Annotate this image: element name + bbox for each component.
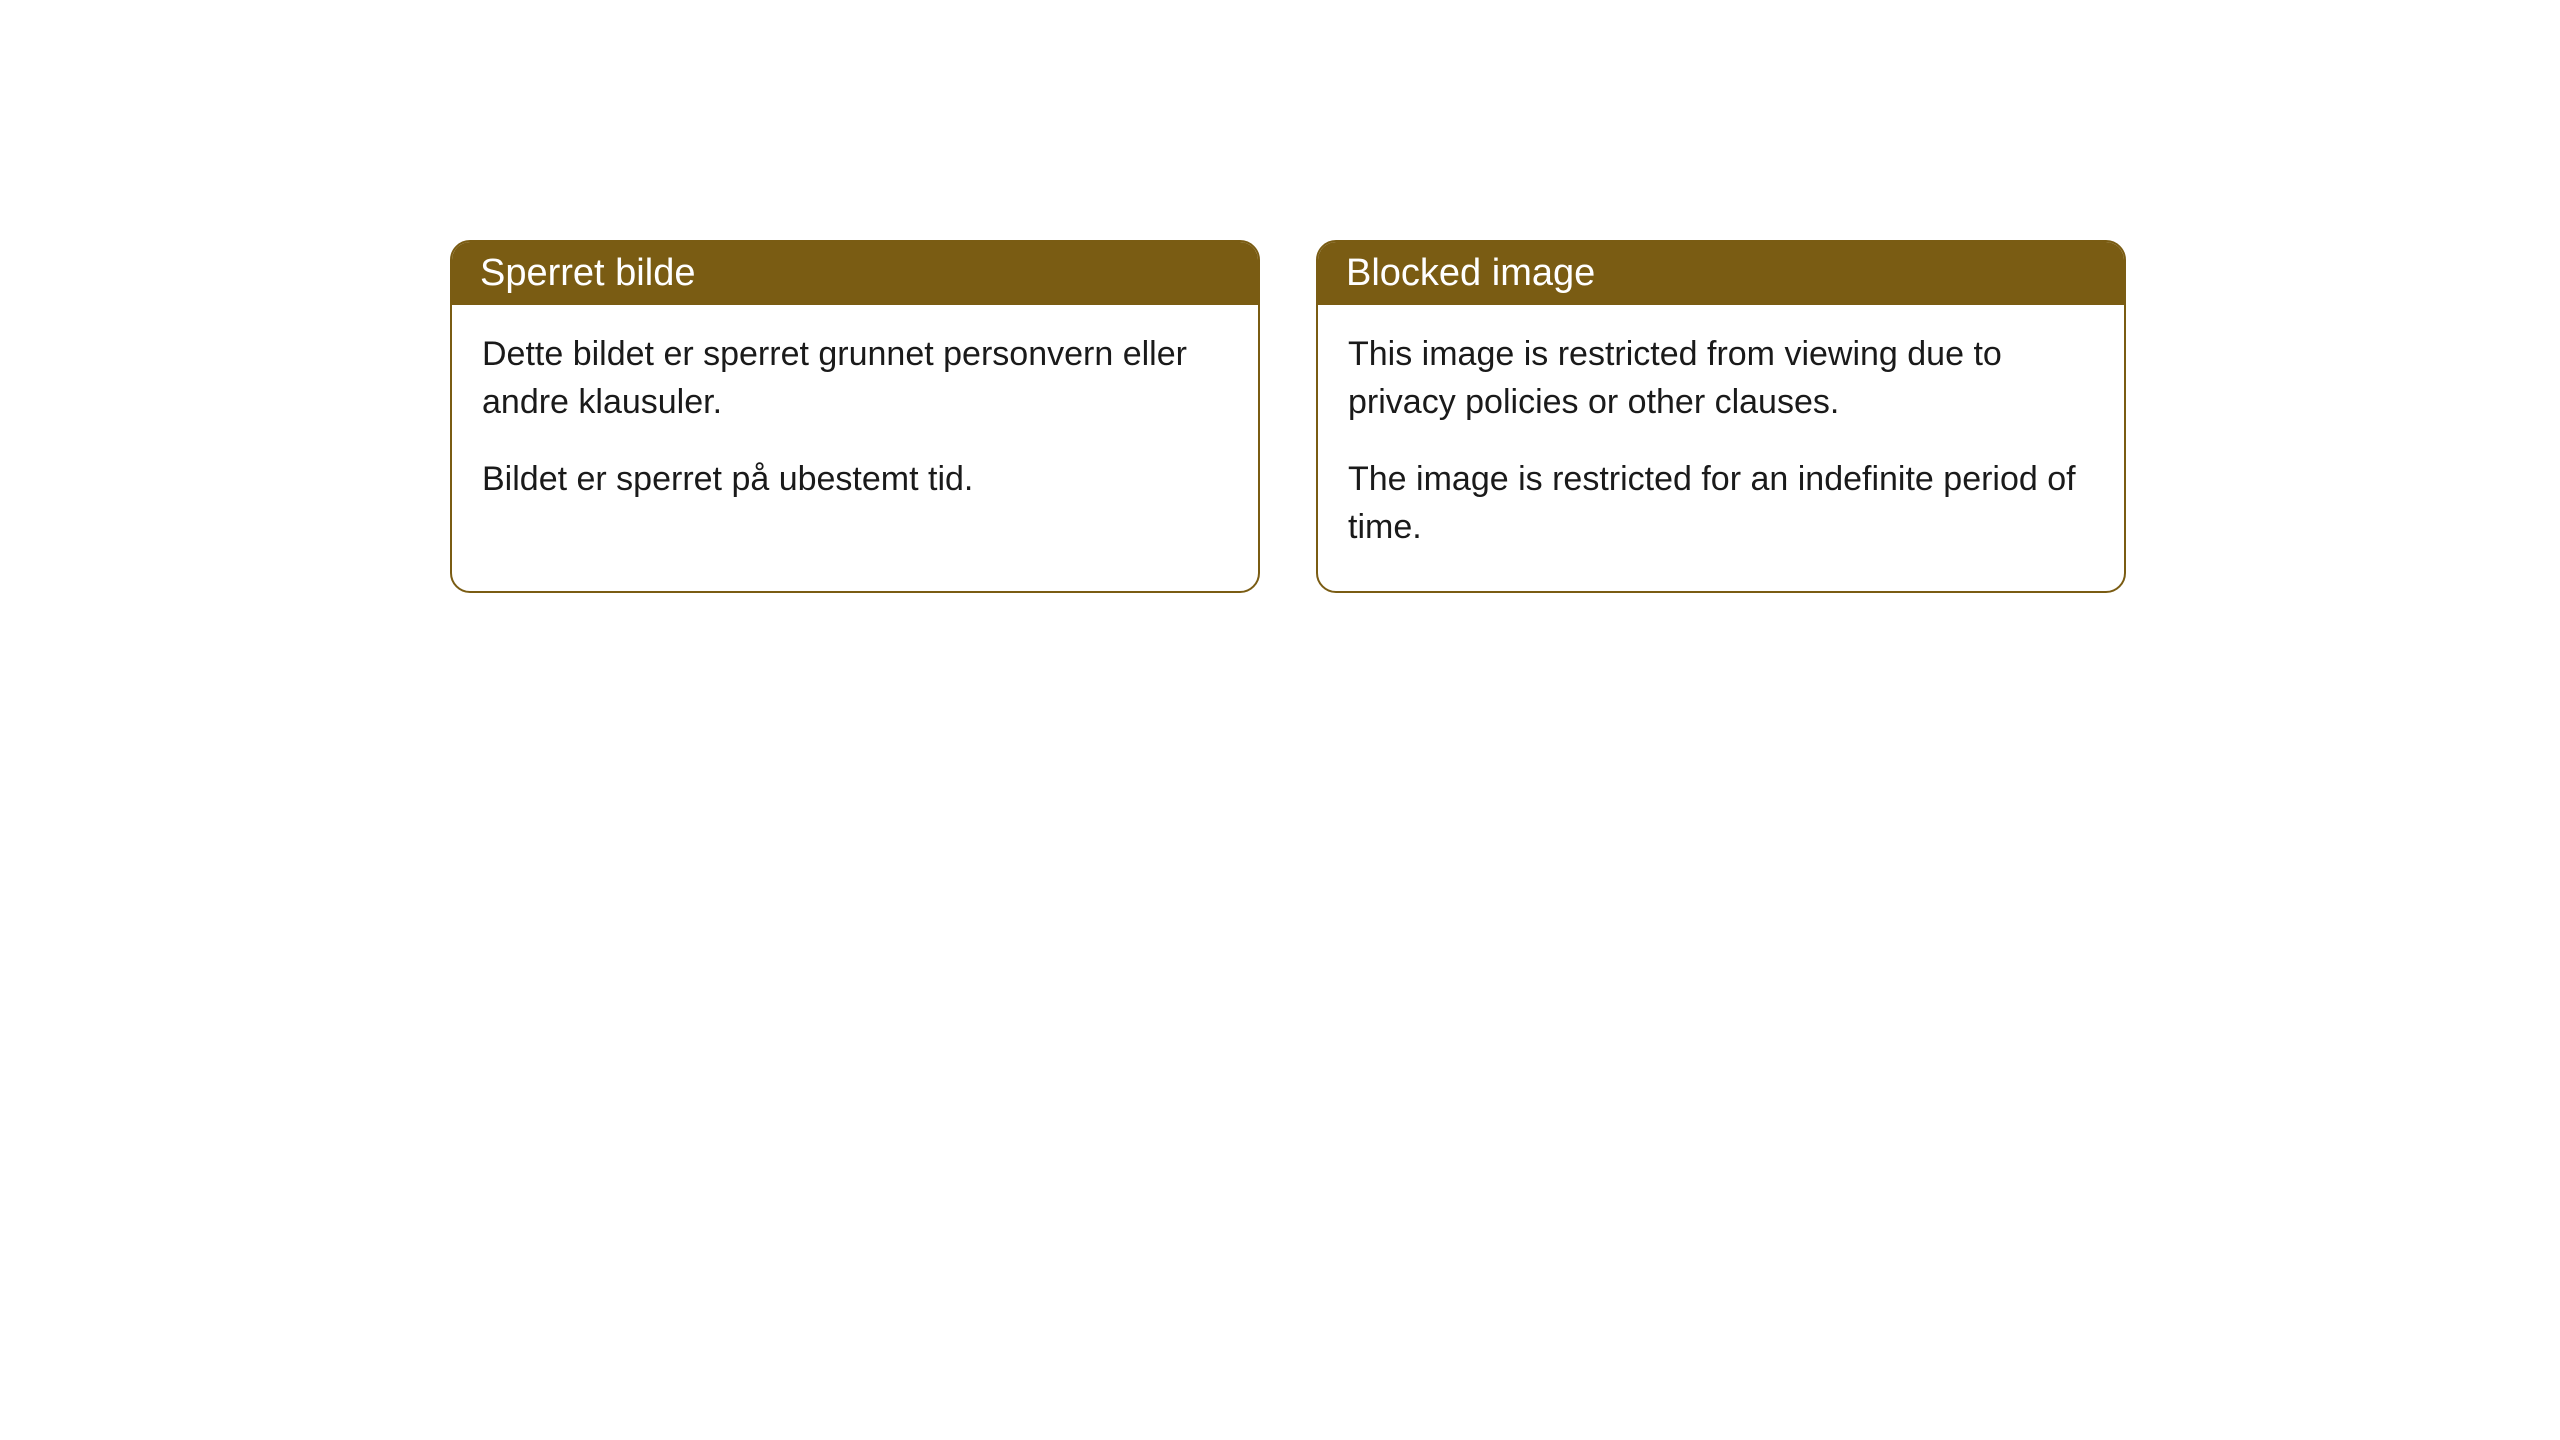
notice-card-norwegian: Sperret bilde Dette bildet er sperret gr… (450, 240, 1260, 593)
card-body-norwegian: Dette bildet er sperret grunnet personve… (452, 305, 1258, 544)
card-body-english: This image is restricted from viewing du… (1318, 305, 2124, 591)
card-header-norwegian: Sperret bilde (452, 242, 1258, 305)
notice-cards-container: Sperret bilde Dette bildet er sperret gr… (450, 240, 2126, 593)
card-paragraph: Dette bildet er sperret grunnet personve… (482, 331, 1228, 426)
notice-card-english: Blocked image This image is restricted f… (1316, 240, 2126, 593)
card-paragraph: This image is restricted from viewing du… (1348, 331, 2094, 426)
card-paragraph: Bildet er sperret på ubestemt tid. (482, 456, 1228, 504)
card-header-english: Blocked image (1318, 242, 2124, 305)
card-paragraph: The image is restricted for an indefinit… (1348, 456, 2094, 551)
